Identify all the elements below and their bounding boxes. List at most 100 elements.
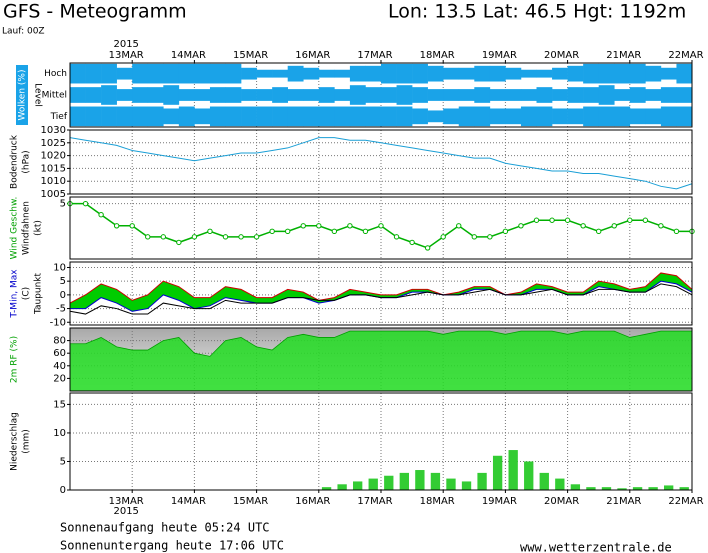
cloud-cell: [458, 106, 475, 127]
precip-bar: [555, 478, 565, 490]
year-label: 2015: [113, 506, 138, 517]
point: [362, 228, 369, 235]
cloud-cell: [505, 67, 522, 80]
precip-bar: [617, 488, 627, 490]
x-tick-label: 13MAR: [109, 496, 144, 507]
cloud-cell: [178, 63, 195, 84]
point: [238, 234, 244, 240]
cloud-cell: [489, 89, 506, 101]
series-line: [69, 272, 693, 304]
x-tick-label: 17MAR: [357, 496, 392, 507]
cloud-cell: [412, 108, 428, 125]
point: [269, 228, 275, 235]
cloud-cell: [101, 63, 117, 84]
cloud-cell: [194, 89, 211, 101]
cloud-cell: [567, 108, 584, 125]
precip-bar: [679, 487, 689, 490]
cloud-cell: [443, 108, 460, 125]
cloud-cell: [209, 106, 226, 127]
point: [611, 223, 617, 229]
x-tick-label: 22MAR: [668, 496, 703, 507]
precip-bar: [648, 487, 658, 490]
precip-bar: [508, 450, 518, 490]
y-tick-label: 80: [53, 336, 66, 347]
cloud-cell: [396, 106, 413, 127]
cloud-cell: [303, 106, 320, 127]
cloud-cell: [427, 65, 444, 82]
cloud-cell: [629, 63, 646, 84]
precip-bar: [492, 455, 503, 490]
panel-frame: [69, 327, 693, 392]
y-tick-label: 1020: [41, 151, 66, 162]
cloud-cell: [381, 63, 397, 84]
sunrise: Sonnenaufgang heute 05:24 UTC: [60, 521, 270, 535]
cloud-cell: [287, 106, 304, 127]
cloud-cell: [598, 63, 615, 84]
x-tick-label: 20MAR: [544, 496, 579, 507]
cloud-cell: [85, 63, 102, 84]
cloud-cell: [396, 85, 413, 105]
cloud-cell: [225, 63, 242, 84]
precip-bar: [601, 487, 612, 490]
point: [487, 234, 493, 240]
cloud-cell: [163, 63, 180, 84]
cloud-cell: [287, 89, 304, 101]
cloud-cell: [552, 89, 568, 101]
cloud-cell: [194, 108, 211, 125]
cloud-cell: [334, 89, 351, 101]
cloud-cell: [505, 89, 522, 101]
cloud-cell: [147, 87, 164, 103]
precip-bar: [321, 487, 332, 490]
point: [471, 234, 477, 240]
cloud-cell: [318, 69, 335, 78]
cloud-cell: [458, 67, 475, 80]
cloud-cell: [349, 85, 366, 105]
y-axis-label: (mm): [22, 429, 32, 454]
point: [424, 245, 431, 251]
cloud-cell: [536, 69, 553, 78]
point: [564, 217, 571, 223]
cloud-cell: [645, 65, 662, 82]
cloud-cell: [256, 106, 273, 127]
x-tick-label: 16MAR: [295, 496, 330, 507]
level-axis-label: Level: [33, 83, 43, 107]
cloud-cell: [225, 87, 242, 103]
x-tick-label: 20MAR: [544, 50, 579, 61]
precip-bar: [353, 481, 363, 490]
point: [300, 223, 306, 229]
point: [518, 223, 524, 229]
cloud-cell: [458, 89, 475, 101]
level-label: Mittel: [42, 91, 67, 101]
cloud-cell: [241, 89, 257, 101]
point: [129, 223, 135, 229]
point: [145, 234, 151, 240]
cloud-label-box: [16, 65, 28, 125]
precip-bar: [399, 472, 409, 490]
point: [533, 217, 540, 223]
y-tick-label: 5: [60, 276, 66, 287]
cloud-cell: [101, 106, 117, 127]
point: [191, 234, 198, 240]
precip-bar: [337, 484, 347, 490]
cloud-cell: [660, 106, 677, 127]
point: [160, 234, 167, 240]
cloud-cell: [443, 67, 460, 80]
x-tick-label: 15MAR: [233, 50, 268, 61]
cloud-cell: [349, 106, 366, 127]
cloud-cell: [132, 63, 149, 84]
point: [502, 228, 509, 235]
cloud-cell: [520, 89, 537, 101]
cloud-cell: [272, 87, 288, 103]
point: [549, 217, 555, 223]
cloud-cell: [474, 87, 491, 103]
cloud-cell: [629, 108, 646, 125]
cloud-cell: [412, 63, 428, 84]
y-tick-label: 1025: [41, 138, 66, 149]
cloud-cell: [303, 89, 320, 101]
cloud-cell: [116, 106, 133, 127]
cloud-cell: [147, 63, 164, 84]
cloud-cell: [85, 106, 102, 127]
y-tick-label: 10: [53, 428, 66, 439]
point: [378, 223, 384, 229]
cloud-cell: [241, 67, 257, 80]
